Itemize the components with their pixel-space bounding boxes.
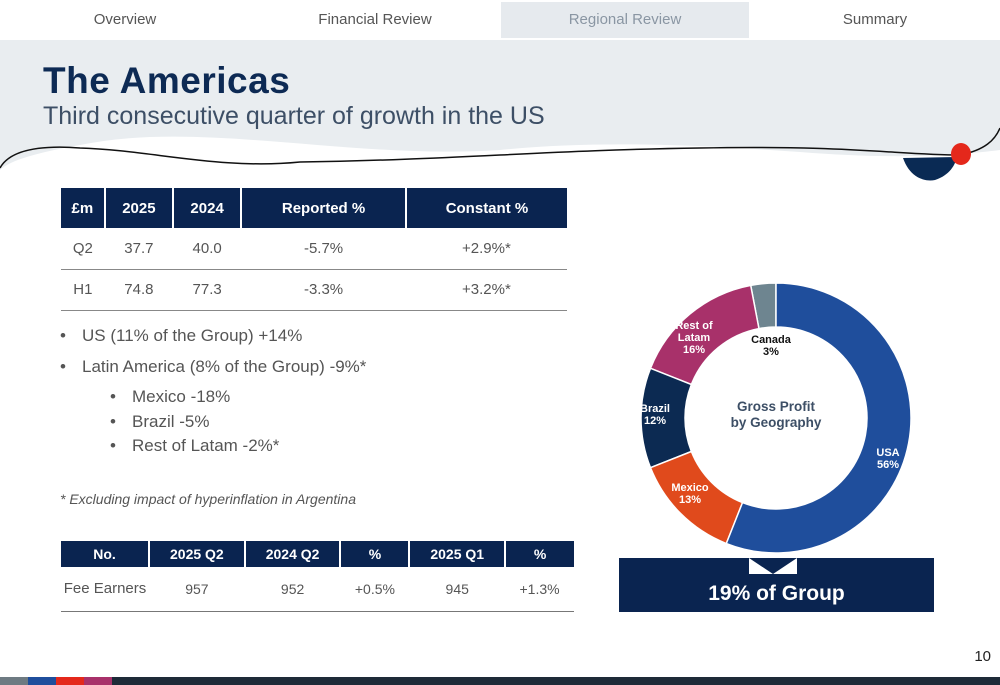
slice-label: USA 56% bbox=[876, 447, 899, 471]
cell: Fee Earners bbox=[61, 567, 149, 612]
footer-bar-magenta bbox=[84, 677, 112, 685]
decor-red-shape bbox=[951, 143, 971, 165]
chart-title-line1: Gross Profit bbox=[737, 399, 816, 414]
cell: -3.3% bbox=[241, 269, 406, 311]
col-header: 2024 Q2 bbox=[243, 541, 341, 567]
footer-bar-gray bbox=[0, 677, 28, 685]
cell: +3.2%* bbox=[405, 269, 567, 311]
slice-label: Rest of Latam 16% bbox=[675, 320, 713, 356]
cell: 952 bbox=[244, 567, 341, 612]
bullet-subitem: Mexico -18% bbox=[110, 387, 366, 412]
page-title: The Americas bbox=[43, 60, 291, 101]
cell: 74.8 bbox=[104, 269, 173, 311]
cell: 40.0 bbox=[173, 228, 242, 270]
results-table: £m 2025 2024 Reported % Constant % Q2 37… bbox=[61, 188, 567, 311]
slice-label: Mexico 13% bbox=[671, 482, 709, 506]
cell: +1.3% bbox=[505, 567, 574, 612]
slice-label: Canada 3% bbox=[751, 334, 792, 358]
footnote: * Excluding impact of hyperinflation in … bbox=[60, 491, 356, 507]
slice-mexico bbox=[649, 450, 744, 545]
bullet-item: US (11% of the Group) +14% bbox=[60, 326, 366, 351]
footer-bar-red bbox=[56, 677, 84, 685]
cell: 37.7 bbox=[104, 228, 173, 270]
table-row: H1 74.8 77.3 -3.3% +3.2%* bbox=[61, 269, 567, 311]
header-banner bbox=[0, 40, 1000, 181]
fee-earners-table: No. 2025 Q2 2024 Q2 % 2025 Q1 % Fee Earn… bbox=[61, 541, 574, 612]
table-header-row: £m 2025 2024 Reported % Constant % bbox=[61, 188, 567, 228]
slice-label: Brazil 12% bbox=[640, 403, 670, 427]
cell: 77.3 bbox=[173, 269, 242, 311]
bullet-subitem: Rest of Latam -2%* bbox=[110, 436, 366, 461]
footer-bar-dark bbox=[112, 677, 1000, 685]
col-header: Reported % bbox=[240, 188, 406, 228]
col-header: % bbox=[504, 541, 574, 567]
bullet-item: Latin America (8% of the Group) -9%* bbox=[60, 357, 366, 382]
slice-canada bbox=[749, 282, 777, 330]
cell: H1 bbox=[61, 269, 105, 311]
col-header: No. bbox=[61, 541, 149, 567]
footer-bar-blue bbox=[28, 677, 56, 685]
col-header: 2024 bbox=[171, 188, 242, 228]
chart-title-line2: by Geography bbox=[731, 415, 822, 430]
cell: 945 bbox=[409, 567, 506, 612]
cell: -5.7% bbox=[241, 228, 406, 270]
cell: 957 bbox=[149, 567, 245, 612]
slice-usa bbox=[725, 282, 912, 554]
cell: +0.5% bbox=[340, 567, 410, 612]
slice-brazil bbox=[640, 367, 693, 469]
tab-financial-review[interactable]: Financial Review bbox=[318, 11, 432, 28]
tab-overview[interactable]: Overview bbox=[93, 11, 157, 28]
col-header: 2025 Q1 bbox=[408, 541, 506, 567]
table-header-row: No. 2025 Q2 2024 Q2 % 2025 Q1 % bbox=[61, 541, 574, 567]
cell: +2.9%* bbox=[405, 228, 567, 270]
page-subtitle: Third consecutive quarter of growth in t… bbox=[43, 102, 545, 130]
tab-regional-review[interactable]: Regional Review bbox=[501, 2, 749, 38]
tab-summary[interactable]: Summary bbox=[842, 11, 908, 28]
col-header: 2025 Q2 bbox=[148, 541, 245, 567]
col-header: % bbox=[339, 541, 410, 567]
col-header: Constant % bbox=[404, 188, 567, 228]
decor-navy-shape bbox=[903, 157, 957, 181]
bullet-subitem: Brazil -5% bbox=[110, 412, 366, 437]
bullet-list: US (11% of the Group) +14% Latin America… bbox=[60, 326, 366, 461]
table-row: Fee Earners 957 952 +0.5% 945 +1.3% bbox=[61, 567, 574, 612]
nav-tabs: Overview Financial Review Regional Revie… bbox=[0, 0, 1000, 38]
slice-rest-of-latam bbox=[649, 284, 760, 386]
page-number: 10 bbox=[974, 648, 991, 665]
col-header: 2025 bbox=[103, 188, 173, 228]
group-share-callout: 19% of Group bbox=[619, 558, 934, 612]
table-row: Q2 37.7 40.0 -5.7% +2.9%* bbox=[61, 228, 567, 270]
cell: Q2 bbox=[61, 228, 105, 270]
col-header: £m bbox=[61, 188, 105, 228]
